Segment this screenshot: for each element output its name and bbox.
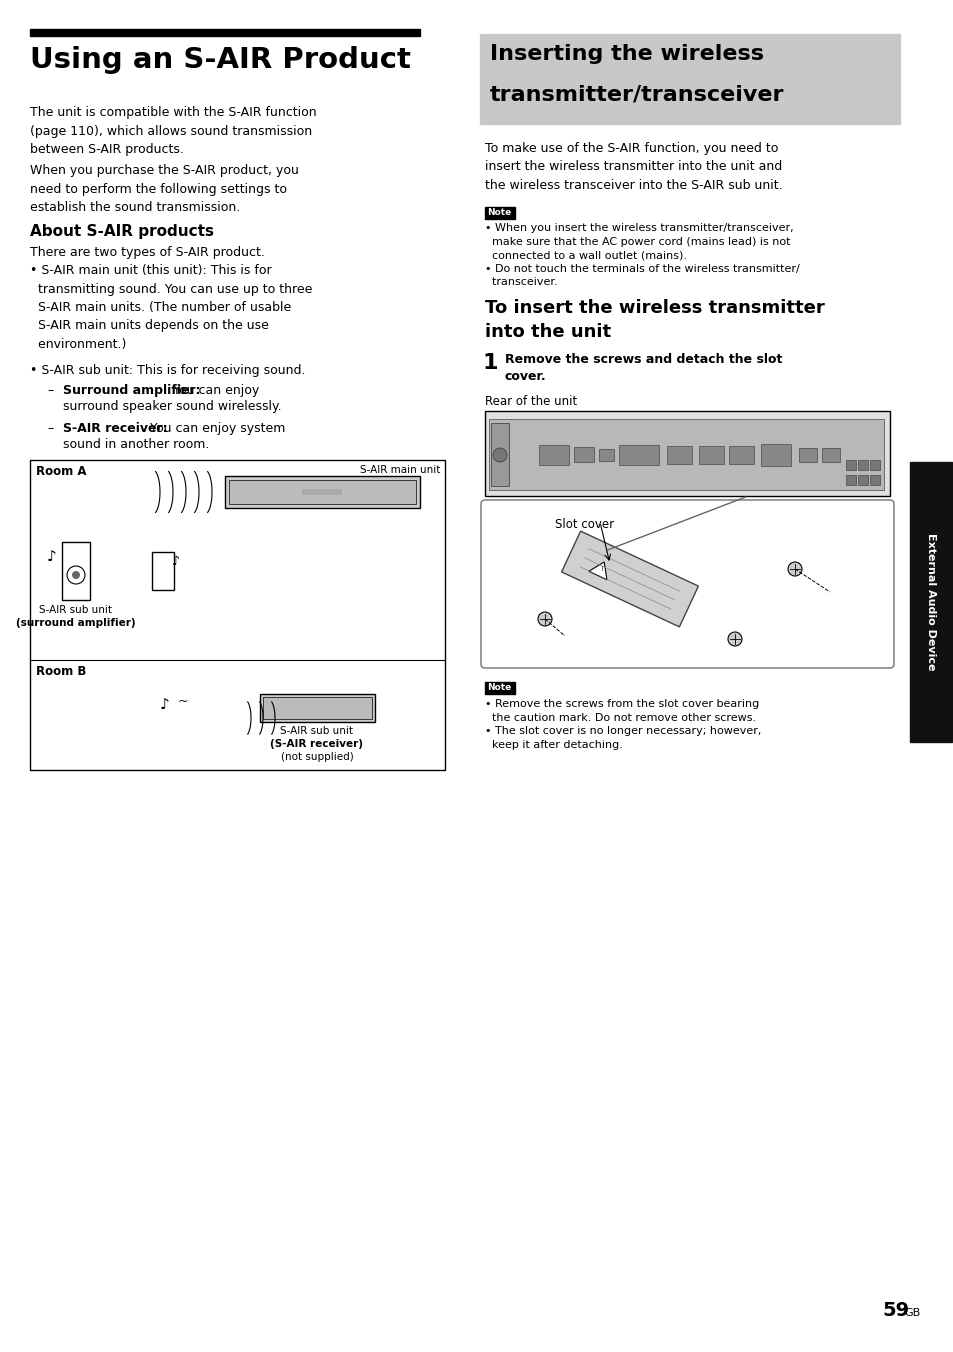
Text: ♪: ♪ — [160, 698, 170, 713]
Bar — [484, 411, 889, 496]
Text: (surround amplifier): (surround amplifier) — [16, 618, 135, 627]
Bar — [489, 419, 883, 489]
Bar — [538, 445, 568, 465]
Bar — [484, 207, 515, 219]
Bar — [699, 446, 723, 464]
Text: There are two types of S-AIR product.: There are two types of S-AIR product. — [30, 246, 265, 260]
Bar — [760, 443, 790, 466]
Text: ♪: ♪ — [172, 556, 180, 568]
Bar — [857, 475, 867, 485]
Text: S-AIR main unit: S-AIR main unit — [359, 465, 439, 475]
Bar — [302, 489, 341, 495]
Bar — [845, 475, 855, 485]
Text: You can enjoy system: You can enjoy system — [146, 422, 285, 435]
Bar — [225, 476, 419, 508]
Text: External Audio Device: External Audio Device — [925, 533, 935, 671]
Text: (S-AIR receiver): (S-AIR receiver) — [271, 740, 363, 749]
Bar — [152, 552, 173, 589]
Bar — [909, 462, 951, 742]
Bar — [598, 449, 614, 461]
Text: (not supplied): (not supplied) — [280, 752, 353, 763]
Text: 1: 1 — [482, 353, 498, 373]
Text: 59: 59 — [882, 1301, 908, 1320]
Text: into the unit: into the unit — [484, 323, 611, 341]
Text: • Remove the screws from the slot cover bearing
  the caution mark. Do not remov: • Remove the screws from the slot cover … — [484, 699, 760, 750]
Bar — [30, 460, 444, 771]
Bar — [484, 681, 515, 694]
Text: ~: ~ — [178, 695, 189, 708]
Text: Using an S-AIR Product: Using an S-AIR Product — [30, 46, 411, 74]
Text: GB: GB — [903, 1307, 920, 1318]
Text: Room A: Room A — [36, 465, 87, 479]
Text: • When you insert the wireless transmitter/transceiver,
  make sure that the AC : • When you insert the wireless transmitt… — [484, 223, 799, 288]
Bar — [260, 694, 375, 722]
Circle shape — [727, 631, 741, 646]
Text: Note: Note — [486, 208, 511, 218]
Text: To insert the wireless transmitter: To insert the wireless transmitter — [484, 299, 824, 316]
Text: Rear of the unit: Rear of the unit — [484, 395, 577, 408]
Bar — [263, 698, 372, 719]
Text: transmitter/transceiver: transmitter/transceiver — [490, 84, 783, 104]
Text: Slot cover: Slot cover — [555, 518, 614, 531]
Text: About S-AIR products: About S-AIR products — [30, 224, 213, 239]
Circle shape — [537, 612, 552, 626]
Text: When you purchase the S-AIR product, you
need to perform the following settings : When you purchase the S-AIR product, you… — [30, 164, 298, 214]
Bar — [821, 448, 840, 462]
Bar — [666, 446, 691, 464]
Bar — [229, 480, 416, 504]
FancyBboxPatch shape — [480, 500, 893, 668]
Circle shape — [71, 571, 80, 579]
Bar — [799, 448, 816, 462]
Text: –: – — [48, 422, 58, 435]
Circle shape — [493, 448, 506, 462]
Text: sound in another room.: sound in another room. — [63, 438, 209, 452]
Text: cover.: cover. — [504, 370, 546, 383]
Text: Remove the screws and detach the slot: Remove the screws and detach the slot — [504, 353, 781, 366]
Bar — [574, 448, 594, 462]
Bar — [869, 475, 879, 485]
Text: Inserting the wireless: Inserting the wireless — [490, 45, 763, 64]
Bar — [479, 34, 899, 124]
Circle shape — [787, 562, 801, 576]
Text: Note: Note — [486, 683, 511, 692]
Bar — [618, 445, 659, 465]
Bar — [30, 28, 419, 37]
Text: You can enjoy: You can enjoy — [169, 384, 259, 397]
Bar — [491, 423, 509, 485]
Bar — [845, 460, 855, 470]
Text: Room B: Room B — [36, 665, 87, 677]
Polygon shape — [588, 562, 606, 580]
Text: S-AIR sub unit: S-AIR sub unit — [39, 604, 112, 615]
Text: S-AIR receiver:: S-AIR receiver: — [63, 422, 168, 435]
Bar — [869, 460, 879, 470]
Bar — [728, 446, 753, 464]
Text: To make use of the S-AIR function, you need to
insert the wireless transmitter i: To make use of the S-AIR function, you n… — [484, 142, 781, 192]
Text: !: ! — [600, 566, 603, 572]
Bar — [857, 460, 867, 470]
Text: • S-AIR sub unit: This is for receiving sound.: • S-AIR sub unit: This is for receiving … — [30, 364, 305, 377]
Text: S-AIR sub unit: S-AIR sub unit — [280, 726, 354, 735]
Text: • S-AIR main unit (this unit): This is for
  transmitting sound. You can use up : • S-AIR main unit (this unit): This is f… — [30, 264, 312, 352]
Text: ♪: ♪ — [47, 550, 56, 565]
Text: surround speaker sound wirelessly.: surround speaker sound wirelessly. — [63, 400, 281, 412]
Text: Surround amplifier:: Surround amplifier: — [63, 384, 200, 397]
Text: The unit is compatible with the S-AIR function
(page 110), which allows sound tr: The unit is compatible with the S-AIR fu… — [30, 105, 316, 155]
Bar — [62, 542, 90, 600]
Text: –: – — [48, 384, 58, 397]
Polygon shape — [561, 531, 698, 627]
